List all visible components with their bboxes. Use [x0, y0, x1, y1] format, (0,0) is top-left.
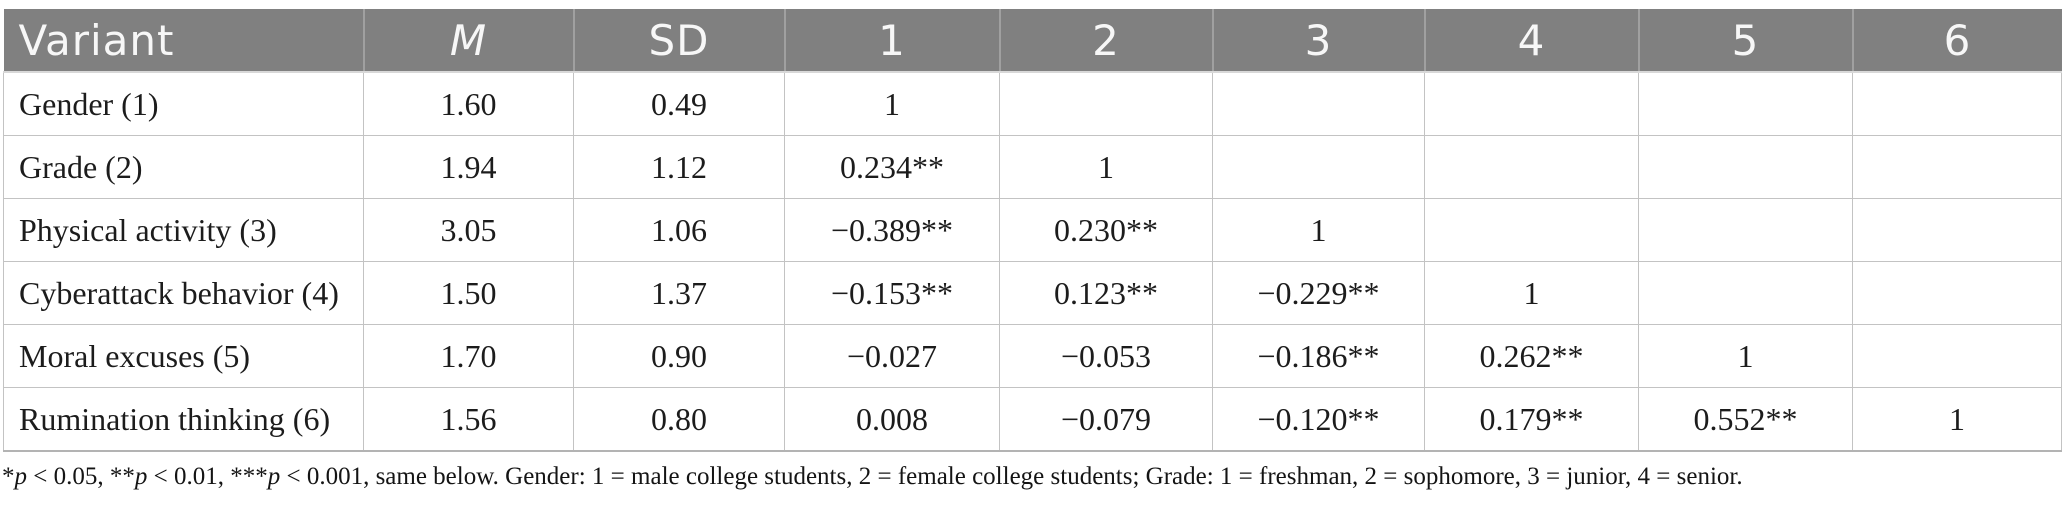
col-header-5: 5: [1637, 9, 1853, 73]
cell-r2: −0.079: [999, 387, 1213, 452]
col-header-sd: SD: [572, 9, 785, 73]
cell-r6: [1852, 71, 2062, 136]
col-header-6: 6: [1851, 9, 2062, 73]
cell-sd: 1.06: [573, 198, 785, 262]
cell-r5: [1638, 198, 1853, 262]
col-header-variant: Variant: [3, 9, 364, 73]
cell-m: 1.70: [363, 324, 574, 388]
cell-r5: 0.552**: [1638, 387, 1853, 452]
cell-r4: 0.262**: [1424, 324, 1639, 388]
cell-r4: 1: [1424, 261, 1639, 325]
col-header-2: 2: [998, 9, 1213, 73]
cell-variant: Physical activity (3): [3, 198, 364, 262]
cell-variant: Rumination thinking (6): [3, 387, 364, 452]
cell-r3: −0.229**: [1212, 261, 1425, 325]
cell-r2: 1: [999, 135, 1213, 199]
cell-r1: −0.153**: [784, 261, 1000, 325]
table-row: Grade (2) 1.94 1.12 0.234** 1: [3, 135, 2062, 199]
cell-r4: [1424, 135, 1639, 199]
col-header-4: 4: [1423, 9, 1639, 73]
col-header-m: M: [362, 9, 574, 73]
cell-r2: [999, 71, 1213, 136]
cell-r1: −0.027: [784, 324, 1000, 388]
cell-r2: 0.230**: [999, 198, 1213, 262]
cell-r2: 0.123**: [999, 261, 1213, 325]
cell-r6: [1852, 324, 2062, 388]
cell-m: 1.56: [363, 387, 574, 452]
cell-r5: [1638, 261, 1853, 325]
cell-sd: 1.12: [573, 135, 785, 199]
col-header-1: 1: [783, 9, 1000, 73]
cell-sd: 0.80: [573, 387, 785, 452]
cell-variant: Grade (2): [3, 135, 364, 199]
cell-m: 1.50: [363, 261, 574, 325]
cell-r4: [1424, 198, 1639, 262]
cell-r6: [1852, 261, 2062, 325]
cell-variant: Cyberattack behavior (4): [3, 261, 364, 325]
table-row: Gender (1) 1.60 0.49 1: [3, 71, 2062, 136]
cell-r6: [1852, 198, 2062, 262]
cell-r1: 0.008: [784, 387, 1000, 452]
cell-r5: [1638, 135, 1853, 199]
cell-r5: 1: [1638, 324, 1853, 388]
cell-m: 1.60: [363, 71, 574, 136]
cell-r1: 0.234**: [784, 135, 1000, 199]
cell-sd: 0.90: [573, 324, 785, 388]
header-row: Variant M SD 1 2 3 4 5 6: [3, 9, 2062, 73]
cell-m: 3.05: [363, 198, 574, 262]
cell-variant: Gender (1): [3, 71, 364, 136]
correlation-table: Variant M SD 1 2 3 4 5 6 Gender (1) 1.60…: [3, 9, 2062, 452]
cell-r3: [1212, 135, 1425, 199]
cell-sd: 1.37: [573, 261, 785, 325]
cell-r6: 1: [1852, 387, 2062, 452]
table-footnote: *p < 0.05, **p < 0.01, ***p < 0.001, sam…: [2, 463, 1743, 490]
cell-r3: [1212, 71, 1425, 136]
cell-r3: −0.186**: [1212, 324, 1425, 388]
cell-r2: −0.053: [999, 324, 1213, 388]
cell-sd: 0.49: [573, 71, 785, 136]
cell-r3: 1: [1212, 198, 1425, 262]
table-row: Rumination thinking (6) 1.56 0.80 0.008 …: [3, 387, 2062, 452]
table-row: Physical activity (3) 3.05 1.06 −0.389**…: [3, 198, 2062, 262]
cell-r3: −0.120**: [1212, 387, 1425, 452]
cell-m: 1.94: [363, 135, 574, 199]
col-header-3: 3: [1211, 9, 1425, 73]
cell-r5: [1638, 71, 1853, 136]
table-row: Cyberattack behavior (4) 1.50 1.37 −0.15…: [3, 261, 2062, 325]
cell-r4: 0.179**: [1424, 387, 1639, 452]
correlation-table-container: Variant M SD 1 2 3 4 5 6 Gender (1) 1.60…: [3, 9, 2067, 452]
cell-r6: [1852, 135, 2062, 199]
cell-r1: −0.389**: [784, 198, 1000, 262]
table-row: Moral excuses (5) 1.70 0.90 −0.027 −0.05…: [3, 324, 2062, 388]
cell-r4: [1424, 71, 1639, 136]
cell-variant: Moral excuses (5): [3, 324, 364, 388]
cell-r1: 1: [784, 71, 1000, 136]
